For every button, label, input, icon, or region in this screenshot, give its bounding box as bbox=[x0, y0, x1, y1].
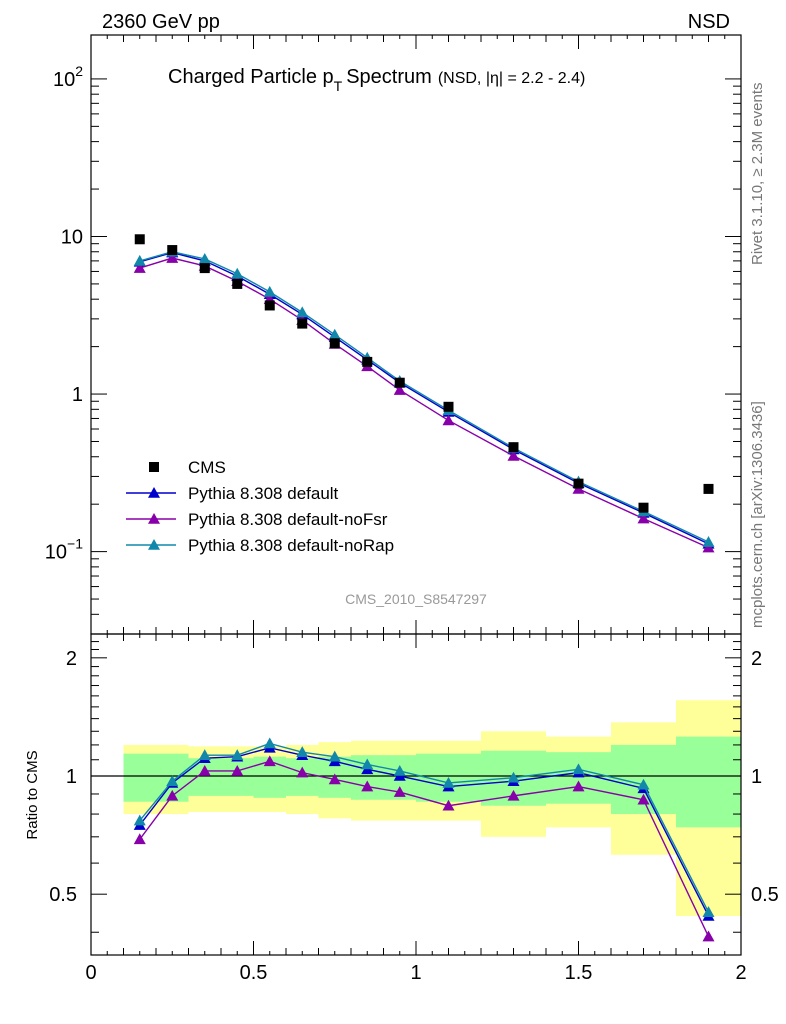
ratio-point-1 bbox=[263, 755, 276, 767]
ratio-point-2 bbox=[166, 775, 179, 787]
ratio-point-2 bbox=[393, 764, 406, 776]
ratio-point-1 bbox=[702, 930, 715, 942]
data-point bbox=[329, 338, 340, 349]
x-tick-label: 0.5 bbox=[240, 962, 268, 984]
ratio-point-2 bbox=[133, 814, 146, 826]
legend-label-0: Pythia 8.308 default bbox=[188, 484, 339, 503]
series-point-1 bbox=[393, 384, 406, 395]
legend-label-2: Pythia 8.308 default-noRap bbox=[188, 536, 394, 555]
ratio-band-inner bbox=[221, 758, 254, 796]
ratio-y-tick-label-right: 0.5 bbox=[751, 884, 779, 906]
ratio-point-1 bbox=[198, 764, 211, 776]
legend-marker-2 bbox=[148, 539, 160, 550]
data-point bbox=[297, 318, 308, 329]
series-point-2 bbox=[263, 285, 276, 297]
series-line-1 bbox=[139, 257, 709, 549]
series-point-2 bbox=[231, 267, 244, 279]
y-tick-label: 102 bbox=[53, 63, 83, 91]
ratio-band-inner bbox=[676, 736, 741, 828]
ratio-point-1 bbox=[328, 773, 341, 785]
series-point-2 bbox=[328, 328, 341, 340]
ratio-point-2 bbox=[637, 778, 650, 790]
ratio-point-1 bbox=[572, 780, 585, 792]
data-point bbox=[134, 234, 145, 245]
analysis-label: CMS_2010_S8547297 bbox=[345, 591, 487, 607]
legend-label-1: Pythia 8.308 default-noFsr bbox=[188, 510, 388, 529]
ratio-point-2 bbox=[507, 771, 520, 783]
ratio-y-tick-label-right: 1 bbox=[751, 766, 762, 788]
series-point-1 bbox=[442, 414, 455, 426]
legend: CMS Pythia 8.308 default Pythia 8.308 defa… bbox=[126, 458, 394, 555]
series-line-2 bbox=[139, 251, 709, 543]
data-point bbox=[264, 300, 275, 311]
data-point bbox=[167, 245, 178, 256]
main-panel: 102 10 1 10−1 bbox=[45, 34, 742, 635]
ratio-point-2 bbox=[361, 758, 374, 770]
data-point bbox=[573, 478, 584, 489]
legend-marker-0 bbox=[148, 487, 160, 498]
ratio-point-2 bbox=[263, 737, 276, 749]
ratio-point-2 bbox=[198, 749, 211, 760]
ratio-line-2 bbox=[139, 742, 710, 913]
data-point bbox=[362, 356, 373, 367]
ratio-point-1 bbox=[361, 780, 374, 792]
data-point bbox=[394, 377, 405, 388]
ratio-point-1 bbox=[393, 786, 406, 797]
y-tick-label: 10 bbox=[61, 226, 83, 248]
ratio-point-1 bbox=[296, 766, 309, 778]
ratio-panel: 0 0.5 1 1.5 2 2 2 1 1 0.5 0.5 bbox=[49, 35, 779, 984]
series-point-1 bbox=[166, 252, 179, 263]
ratio-point-2 bbox=[296, 746, 309, 757]
series-point-2 bbox=[296, 306, 309, 318]
ratio-y-tick-label: 0.5 bbox=[49, 884, 77, 906]
ratio-band-inner bbox=[123, 753, 156, 802]
energy-label: 2360 GeV pp bbox=[102, 11, 220, 33]
series-point-1 bbox=[133, 262, 146, 273]
series-point-2 bbox=[198, 252, 211, 264]
ratio-point-2 bbox=[328, 750, 341, 762]
ratio-point-1 bbox=[637, 793, 650, 805]
legend-marker-1 bbox=[148, 513, 160, 524]
ratio-point-2 bbox=[442, 776, 455, 788]
ratio-point-1 bbox=[166, 789, 179, 801]
ratio-line-1 bbox=[139, 760, 710, 937]
ratio-y-tick-label: 2 bbox=[66, 648, 77, 670]
ratio-point-2 bbox=[231, 749, 244, 760]
series-point-1 bbox=[637, 512, 650, 524]
series-point-1 bbox=[702, 541, 715, 553]
data-point bbox=[703, 483, 714, 494]
ratio-line-0 bbox=[139, 747, 710, 917]
rivet-label: Rivet 3.1.10, ≥ 2.3M events bbox=[749, 83, 766, 266]
x-tick-label: 0 bbox=[85, 962, 96, 984]
x-tick-label: 1 bbox=[410, 962, 421, 984]
data-point bbox=[199, 263, 210, 274]
ratio-point-2 bbox=[572, 763, 585, 775]
ratio-point-1 bbox=[507, 789, 520, 801]
y-tick-label: 1 bbox=[72, 384, 83, 406]
ratio-point-1 bbox=[133, 833, 146, 845]
ratio-y-tick-label: 1 bbox=[66, 766, 77, 788]
process-label: NSD bbox=[688, 11, 730, 33]
data-point bbox=[443, 401, 454, 412]
x-tick-label: 1.5 bbox=[565, 962, 593, 984]
data-point bbox=[232, 278, 243, 289]
series-point-2 bbox=[702, 536, 715, 547]
ratio-point-1 bbox=[442, 799, 455, 811]
x-tick-label: 2 bbox=[735, 962, 746, 984]
legend-marker-data bbox=[149, 462, 159, 472]
series-point-1 bbox=[507, 449, 520, 461]
chart-title: Charged Particle pT Spectrum (NSD, |η| = 2… bbox=[168, 66, 585, 94]
ratio-y-tick-label-right: 2 bbox=[751, 648, 762, 670]
data-point bbox=[508, 442, 519, 453]
ratio-point-1 bbox=[231, 764, 244, 776]
ratio-axis-label: Ratio to CMS bbox=[24, 750, 41, 839]
y-tick-label: 10−1 bbox=[45, 536, 83, 564]
data-point bbox=[638, 502, 649, 513]
legend-label-data: CMS bbox=[188, 458, 226, 477]
mcplots-label: mcplots.cern.ch [arXiv:1306.3436] bbox=[749, 401, 766, 628]
ratio-point-2 bbox=[702, 906, 715, 917]
series-point-2 bbox=[133, 254, 146, 266]
